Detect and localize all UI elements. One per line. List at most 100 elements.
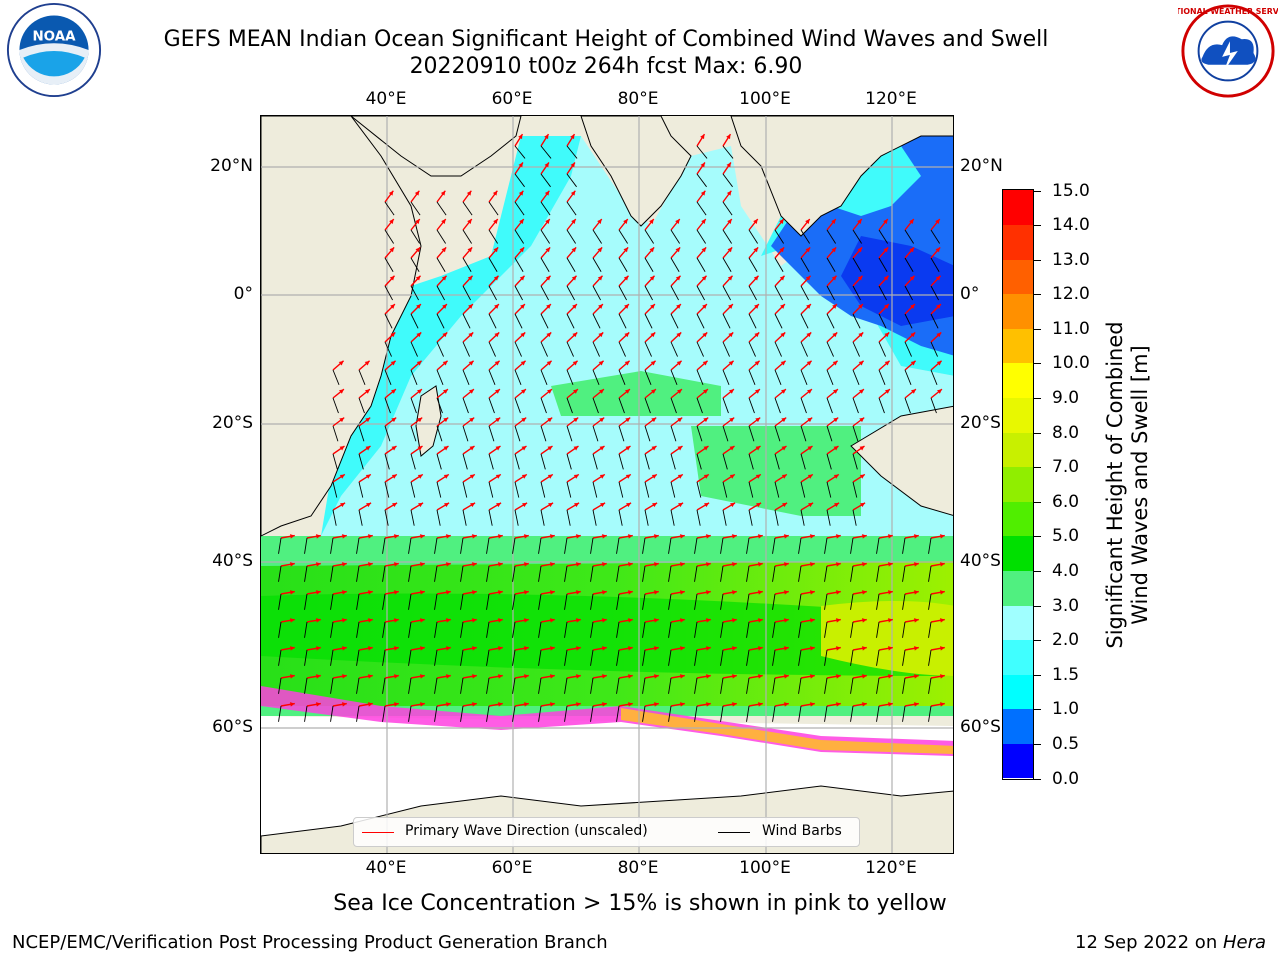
wave-arrow-head <box>316 646 321 651</box>
wind-barb <box>410 341 418 357</box>
wave-arrow-head <box>831 247 837 253</box>
wave-arrow-head <box>574 502 580 508</box>
wave-arrow-head <box>550 618 555 623</box>
wave-arrow-head <box>833 389 838 394</box>
wind-barb <box>332 369 340 385</box>
wave-arrow-head <box>675 247 681 253</box>
colorbar-segment <box>1003 501 1033 537</box>
wind-barb <box>930 285 940 301</box>
wave-arrow-head <box>468 332 474 338</box>
wave-arrow-head <box>519 275 525 281</box>
wave-arrow-head <box>524 618 529 623</box>
wave-arrow-head <box>754 304 759 309</box>
map-legend: Primary Wave Direction (unscaled) Wind B… <box>353 817 860 847</box>
wind-barb <box>774 285 784 301</box>
wave-arrow-head <box>390 304 395 309</box>
colorbar-tick-mark <box>1034 190 1041 192</box>
wind-barb <box>694 621 698 638</box>
wind-barb <box>304 621 308 638</box>
wave-arrow-head <box>466 190 472 196</box>
wind-barb <box>902 621 906 638</box>
wind-barb <box>618 453 624 470</box>
wind-barb <box>486 537 490 554</box>
wind-barb <box>774 509 779 526</box>
wave-arrow-head <box>446 562 451 567</box>
wave-arrow-head <box>680 702 685 707</box>
wind-barb <box>538 621 542 638</box>
wind-barb <box>514 481 520 498</box>
wave-arrow-head <box>417 474 423 479</box>
wind-barb <box>642 537 646 554</box>
wave-arrow-head <box>394 562 399 567</box>
wave-arrow-head <box>706 646 711 651</box>
wind-barb <box>902 649 906 666</box>
wave-arrow-head <box>599 389 604 394</box>
wind-barb <box>592 369 600 385</box>
wind-barb <box>876 677 880 694</box>
wind-barb <box>722 313 731 329</box>
wave-arrow-head <box>628 534 633 539</box>
wave-arrow-head <box>441 219 446 224</box>
wind-barb <box>356 705 360 722</box>
wind-barb <box>826 257 836 273</box>
wind-barb <box>800 229 810 244</box>
wind-barb <box>384 481 390 498</box>
wind-barb <box>930 369 938 385</box>
wind-barb <box>434 677 438 694</box>
wind-barb <box>436 425 443 442</box>
wind-barb <box>826 229 836 244</box>
wave-arrow-head <box>654 590 659 595</box>
wind-barb <box>722 481 728 498</box>
wind-barb <box>644 453 650 470</box>
wind-barb <box>694 677 698 694</box>
wind-barb <box>928 677 932 694</box>
wind-barb <box>850 649 854 666</box>
wave-arrow-head <box>498 534 503 539</box>
wind-barb <box>772 649 776 666</box>
wave-arrow-head <box>493 247 499 253</box>
wave-arrow-head <box>472 534 477 539</box>
wave-arrow-head <box>805 219 810 224</box>
wave-arrow-head <box>700 190 706 196</box>
wind-barb <box>670 509 675 526</box>
wave-arrow-head <box>467 247 473 253</box>
wave-arrow-head <box>290 674 295 679</box>
wave-arrow-head <box>729 389 734 394</box>
wave-arrow-head <box>753 247 759 253</box>
wave-arrow-head <box>550 702 555 707</box>
chart-title: GEFS MEAN Indian Ocean Significant Heigh… <box>163 27 1049 52</box>
wind-barb <box>722 369 730 385</box>
wind-barb <box>486 677 490 694</box>
wave-arrow-head <box>808 502 814 508</box>
wind-barb <box>618 341 626 357</box>
colorbar-tick-mark <box>1034 225 1041 227</box>
wave-arrow-head <box>524 646 529 651</box>
wave-arrow-head <box>779 219 784 224</box>
wind-barb <box>902 593 906 610</box>
wind-barb <box>384 509 389 526</box>
wave-arrow-head <box>732 618 737 623</box>
wave-arrow-head <box>446 590 451 595</box>
wind-barb <box>436 369 444 385</box>
wind-barb <box>382 649 386 666</box>
wave-arrow-head <box>914 590 919 595</box>
wind-barb <box>332 425 339 442</box>
lon-tick-top-40E: 40°E <box>365 89 407 109</box>
wave-arrow-head <box>701 275 707 281</box>
wind-barb <box>826 453 832 470</box>
wave-arrow-head <box>443 417 449 423</box>
wind-barb <box>798 649 802 666</box>
wind-barb <box>824 705 828 722</box>
wind-barb <box>356 593 360 610</box>
colorbar-segment <box>1003 639 1033 675</box>
wind-barb <box>878 341 886 357</box>
wave-arrow-head <box>860 502 866 508</box>
wave-arrow-head <box>391 446 397 451</box>
wave-arrow-head <box>598 332 604 338</box>
wave-arrow-head <box>677 417 683 423</box>
wind-barb <box>748 341 756 357</box>
wave-arrow-head <box>806 360 812 366</box>
wind-barb <box>462 229 472 244</box>
wind-barb <box>826 369 834 385</box>
wind-barb <box>616 649 620 666</box>
